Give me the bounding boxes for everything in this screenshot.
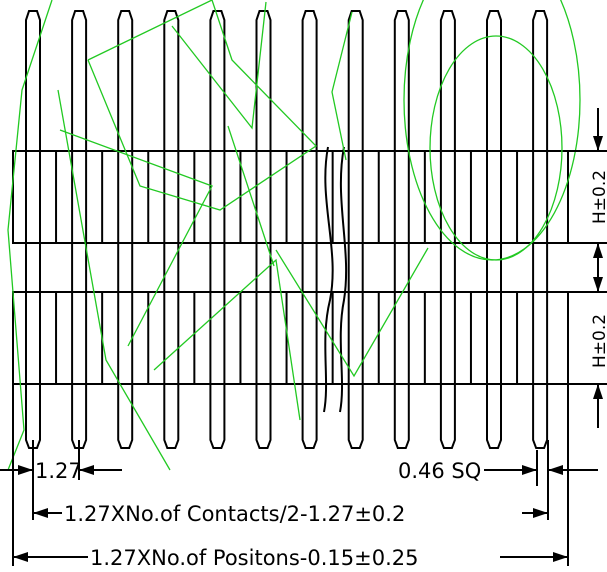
pin-bottom: [301, 384, 318, 449]
pin-middle: [255, 243, 272, 292]
pin-bottom: [209, 384, 226, 449]
pin-top: [439, 10, 456, 151]
pin-middle: [347, 243, 364, 292]
pin-bottom: [163, 384, 180, 449]
pin-bottom: [486, 384, 502, 449]
pin-top: [532, 10, 549, 151]
pin-middle: [532, 243, 549, 292]
pin-top: [209, 10, 226, 151]
height-upper-label: H±0.2: [590, 170, 607, 224]
pin-middle: [393, 243, 410, 292]
pin-top: [486, 10, 502, 151]
lower-insulator: [12, 291, 569, 385]
pin-top: [393, 10, 410, 151]
green-overlay: [7, 0, 581, 471]
break-lines: [323, 146, 348, 413]
pin-middle: [486, 243, 502, 292]
dimension-labels: 1.27 0.46 SQ 1.27XNo.of Contacts/2-1.27±…: [35, 170, 607, 570]
pin-top: [347, 10, 364, 151]
upper-insulator: [12, 150, 569, 244]
pin-middle: [439, 243, 456, 292]
pin-bottom: [439, 384, 456, 449]
dimension-lines: [0, 108, 607, 566]
pin-top: [255, 10, 272, 151]
dimension-arrows: [13, 136, 603, 562]
contacts-formula-label: 1.27XNo.of Contacts/2-1.27±0.2: [64, 502, 405, 526]
pin-bottom: [25, 384, 41, 449]
pin-middle: [209, 243, 226, 292]
pin-top: [117, 10, 134, 151]
pin-bottom: [255, 384, 272, 449]
pin-square-label: 0.46 SQ: [398, 459, 481, 483]
pin-top: [25, 10, 41, 151]
height-lower-label: H±0.2: [590, 314, 607, 368]
pin-middle: [71, 243, 88, 292]
pin-middle: [301, 243, 318, 292]
pitch-label: 1.27: [35, 459, 82, 483]
pin-middle: [163, 243, 180, 292]
pin-bottom: [71, 384, 88, 449]
pin-group: [25, 10, 549, 449]
pin-top: [163, 10, 180, 151]
pin-bottom: [347, 384, 364, 449]
insulator-separators: [25, 151, 549, 384]
positions-formula-label: 1.27XNo.of Positons-0.15±0.25: [90, 546, 418, 570]
break-line-right: [339, 146, 348, 413]
pin-top: [301, 10, 318, 151]
pin-bottom: [532, 384, 549, 449]
insulator-bodies: [12, 150, 569, 385]
pin-bottom: [393, 384, 410, 449]
break-line-left: [323, 146, 334, 413]
pin-bottom: [117, 384, 134, 449]
pin-middle: [25, 243, 41, 292]
pin-middle: [117, 243, 134, 292]
pin-top: [71, 10, 88, 151]
